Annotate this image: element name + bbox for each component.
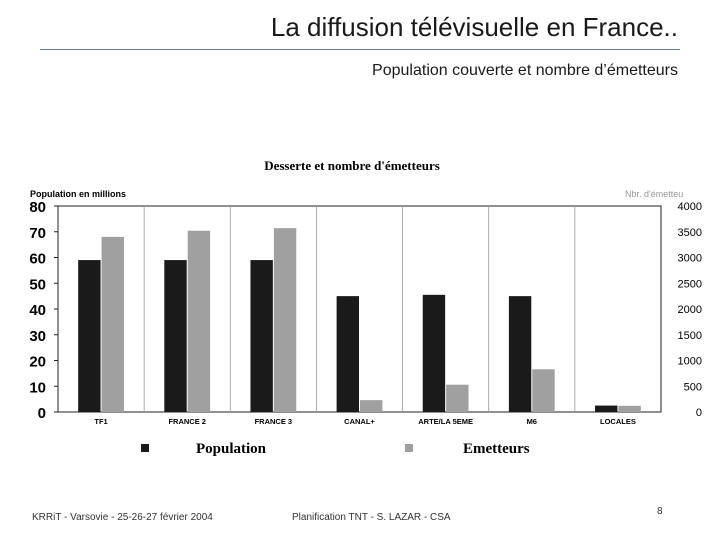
y2-tick-label: 500 [684,381,702,393]
title-divider [40,49,680,50]
y2-tick-label: 1500 [678,330,702,342]
y-tick-label: 0 [38,405,46,422]
x-tick-label: FRANCE 3 [255,417,293,426]
x-tick-label: FRANCE 2 [168,417,206,426]
population-bar [595,405,618,412]
legend-swatch-population [141,444,149,452]
population-bar [250,260,273,412]
x-tick-label: ARTE/LA 5EME [418,417,473,426]
x-tick-label: M6 [527,417,537,426]
population-bar [164,260,187,412]
emetteurs-bar [532,369,555,412]
y-tick-label: 10 [29,379,46,396]
page-number: 8 [657,506,663,517]
y-axis-title: Population en millions [30,189,126,199]
y2-tick-label: 4000 [678,201,702,213]
emetteurs-bar [273,228,297,412]
x-tick-label: CANAL+ [344,417,375,426]
slide-subtitle: Population couverte et nombre d’émetteur… [372,62,678,79]
population-bar [508,296,532,412]
emetteurs-bar [618,405,641,412]
y-tick-label: 60 [29,251,46,268]
y2-tick-label: 0 [696,407,702,419]
y2-tick-label: 3500 [678,227,702,239]
legend-label-population: Population [196,441,267,457]
population-bar [78,260,101,412]
legend-swatch-emetteurs [405,444,413,452]
y-tick-label: 20 [29,354,46,371]
emetteurs-bar [187,230,211,412]
emetteurs-bar [101,236,124,412]
y-tick-label: 50 [29,276,46,293]
y-tick-label: 80 [29,199,46,216]
footer-author: Planification TNT - S. LAZAR - CSA [292,512,451,523]
y2-tick-label: 2000 [678,304,702,316]
footer-event: KRRiT - Varsovie - 25-26-27 février 2004 [32,512,213,523]
x-tick-label: TF1 [94,417,107,426]
population-bar [422,294,446,412]
y-tick-label: 30 [29,328,46,345]
y2-tick-label: 2500 [678,278,702,290]
y2-axis-title: Nbr. d'émetteu [625,189,683,199]
population-bar [336,296,359,412]
y2-tick-label: 3000 [678,253,702,265]
plot-area [57,205,662,413]
y-tick-label: 40 [29,302,46,319]
slide-title: La diffusion télévisuelle en France.. [270,12,678,42]
x-tick-label: LOCALES [600,417,636,426]
emetteurs-bar [446,384,469,412]
y2-tick-label: 1000 [678,356,702,368]
y-tick-label: 70 [29,225,46,242]
chart-title: Desserte et nombre d'émetteurs [264,158,440,173]
emetteurs-bar [360,400,383,412]
legend-label-emetteurs: Emetteurs [463,441,530,457]
